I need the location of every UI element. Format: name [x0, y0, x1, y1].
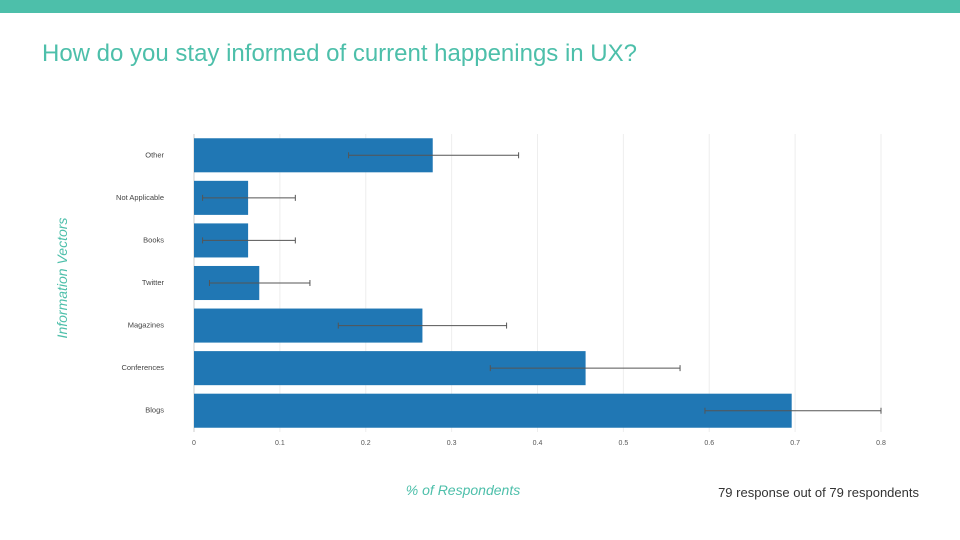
bar — [194, 393, 792, 428]
error-bar — [348, 152, 520, 159]
x-tick-label: 0.6 — [704, 440, 714, 447]
category-label: Books — [143, 235, 164, 244]
category-label: Not Applicable — [116, 193, 164, 202]
x-tick-label: 0.3 — [447, 440, 457, 447]
category-label: Magazines — [128, 321, 165, 330]
bar-layer — [194, 138, 792, 428]
y-axis-title: Information Vectors — [54, 217, 70, 339]
error-bar — [202, 237, 296, 244]
x-axis-title: % of Respondents — [405, 482, 521, 498]
error-bar — [704, 407, 882, 414]
error-bar — [208, 280, 311, 286]
response-count-note: 79 response out of 79 respondents — [718, 485, 919, 500]
category-label: Conferences — [121, 363, 164, 372]
category-label: Other — [145, 150, 164, 159]
x-tick-label: 0 — [192, 440, 196, 447]
tick-label-layer: 0 0.1 0.2 0.3 0.4 0.5 0.6 0.7 0.8 — [192, 440, 886, 447]
x-tick-label: 0.7 — [790, 440, 800, 447]
error-bar — [202, 194, 296, 201]
x-tick-label: 0.4 — [533, 440, 543, 447]
error-bar — [489, 365, 681, 372]
error-bar — [337, 322, 508, 329]
category-label-layer: Other Not Applicable Books Twitter Magazines… — [116, 150, 164, 414]
x-tick-label: 0.2 — [361, 440, 371, 447]
x-tick-label: 0.5 — [619, 440, 629, 447]
x-tick-label: 0.1 — [275, 440, 285, 447]
error-bar-layer — [202, 152, 882, 414]
slide-title: How do you stay informed of current happ… — [42, 40, 637, 67]
category-label: Twitter — [142, 278, 165, 287]
category-label: Blogs — [145, 406, 164, 415]
x-tick-label: 0.8 — [876, 440, 886, 447]
top-accent-bar — [0, 0, 960, 13]
